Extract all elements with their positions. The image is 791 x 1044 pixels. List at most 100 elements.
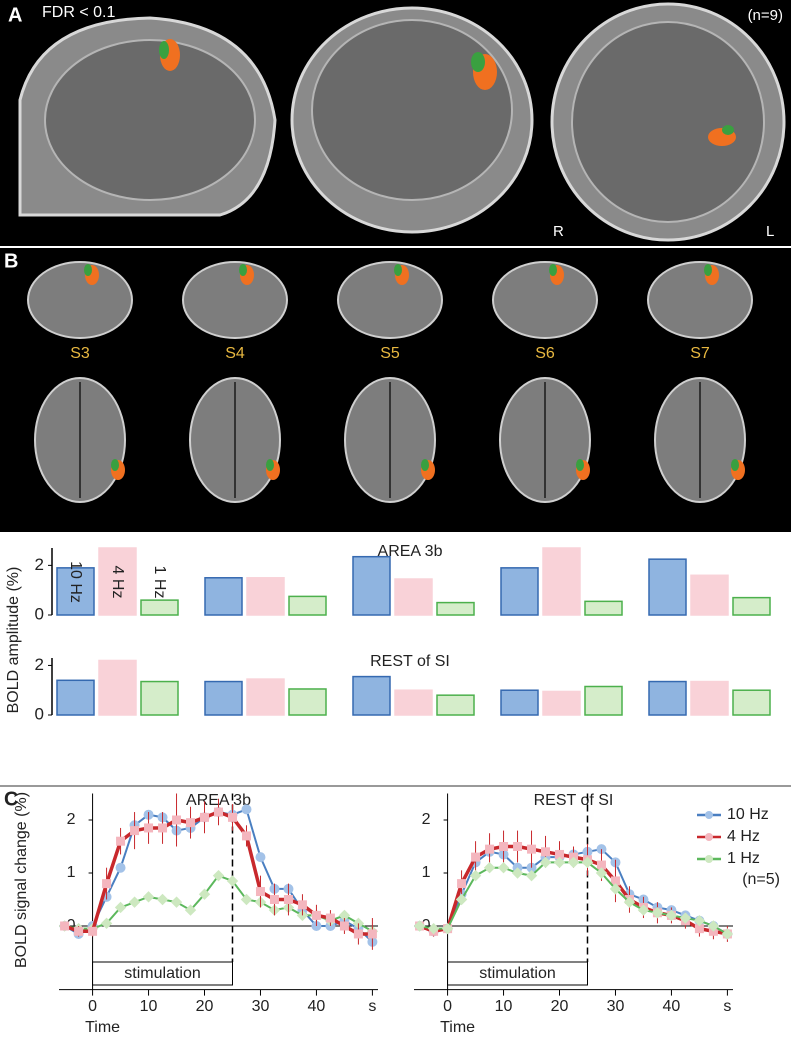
x-tick-label: s	[368, 998, 376, 1015]
marker	[297, 900, 307, 910]
marker	[255, 852, 266, 863]
bar	[648, 558, 687, 616]
marker	[142, 891, 155, 903]
side-label: R	[553, 223, 564, 240]
marker	[513, 842, 523, 851]
sagittal-brain	[182, 261, 288, 339]
y-tick-label: 0	[35, 704, 44, 723]
bar	[352, 675, 391, 716]
bar	[204, 680, 243, 716]
marker	[721, 928, 734, 940]
marker	[186, 818, 196, 828]
marker	[527, 844, 537, 854]
marker	[102, 879, 112, 889]
marker	[485, 844, 495, 854]
x-axis-label: Time	[440, 1019, 475, 1036]
stimulation-box	[447, 961, 588, 986]
marker	[497, 861, 510, 874]
marker	[311, 910, 321, 920]
bar	[732, 689, 771, 716]
activation	[549, 264, 557, 276]
marker	[455, 893, 468, 906]
activation	[394, 264, 402, 276]
marker	[170, 896, 183, 908]
side-label: L	[766, 223, 774, 240]
sagittal-brain	[27, 261, 133, 339]
marker	[427, 922, 440, 935]
bar	[56, 679, 95, 716]
sagittal-cortex	[44, 39, 256, 201]
bar	[246, 577, 285, 616]
bar	[436, 601, 475, 616]
y-tick-label: 2	[422, 811, 431, 828]
marker	[609, 883, 622, 895]
marker	[144, 823, 154, 833]
marker	[339, 921, 349, 931]
activation	[722, 125, 734, 135]
y-tick-label: 2	[35, 555, 44, 574]
bar	[500, 567, 539, 616]
bar	[500, 689, 539, 716]
x-tick-label: 40	[663, 998, 681, 1015]
note: (n=5)	[742, 871, 780, 888]
bar	[732, 596, 771, 616]
marker	[413, 920, 426, 932]
marker	[367, 929, 377, 939]
bar	[56, 567, 95, 616]
n-label: (n=9)	[748, 7, 783, 24]
subject-label: S4	[225, 345, 245, 362]
x-tick-label: 30	[607, 998, 625, 1015]
sagittal-brain	[647, 261, 753, 339]
marker	[158, 823, 168, 833]
activation	[576, 459, 584, 471]
stimulation-label: stimulation	[124, 965, 200, 982]
bar	[394, 689, 433, 716]
marker	[214, 807, 223, 817]
bar	[690, 680, 729, 716]
subject-label: S3	[70, 345, 90, 362]
series-label: 1 Hz	[151, 566, 168, 599]
panel-label: C	[4, 788, 18, 810]
y-tick-label: 1	[67, 864, 76, 881]
marker	[255, 887, 265, 897]
marker	[483, 861, 496, 874]
bar	[246, 678, 285, 716]
marker	[241, 804, 252, 815]
sagittal-brain	[492, 261, 598, 339]
series-label: 4 Hz	[109, 566, 126, 599]
bar	[140, 680, 179, 716]
activation	[159, 41, 169, 59]
x-tick-label: 0	[443, 998, 452, 1015]
y-tick-label: 2	[67, 811, 76, 828]
bar	[584, 600, 623, 616]
activation	[421, 459, 429, 471]
marker	[541, 847, 551, 857]
marker	[283, 895, 293, 904]
marker	[227, 812, 237, 822]
marker	[184, 904, 197, 916]
marker	[325, 913, 335, 923]
y-axis-label: BOLD amplitude (%)	[5, 567, 22, 714]
legend-label: 4 Hz	[727, 828, 760, 845]
legend-marker	[705, 855, 713, 863]
legend-label: 10 Hz	[727, 806, 769, 823]
marker	[707, 920, 720, 932]
threshold: FDR < 0.1	[42, 4, 115, 21]
marker	[511, 867, 524, 879]
marker	[100, 917, 113, 930]
marker	[539, 856, 552, 869]
marker	[172, 815, 182, 825]
bar	[690, 574, 729, 616]
marker	[226, 875, 239, 887]
marker	[241, 831, 251, 841]
bar	[140, 599, 179, 616]
panel-b-images	[27, 261, 753, 503]
axial-cortex	[571, 21, 765, 223]
y-axis-label: BOLD signal change (%)	[13, 792, 30, 968]
bar	[352, 555, 391, 616]
series-label: 10 Hz	[67, 561, 84, 603]
y-tick-label: 0	[67, 917, 76, 934]
bar	[648, 680, 687, 716]
y-tick-label: 0	[35, 604, 44, 623]
marker	[623, 896, 636, 908]
